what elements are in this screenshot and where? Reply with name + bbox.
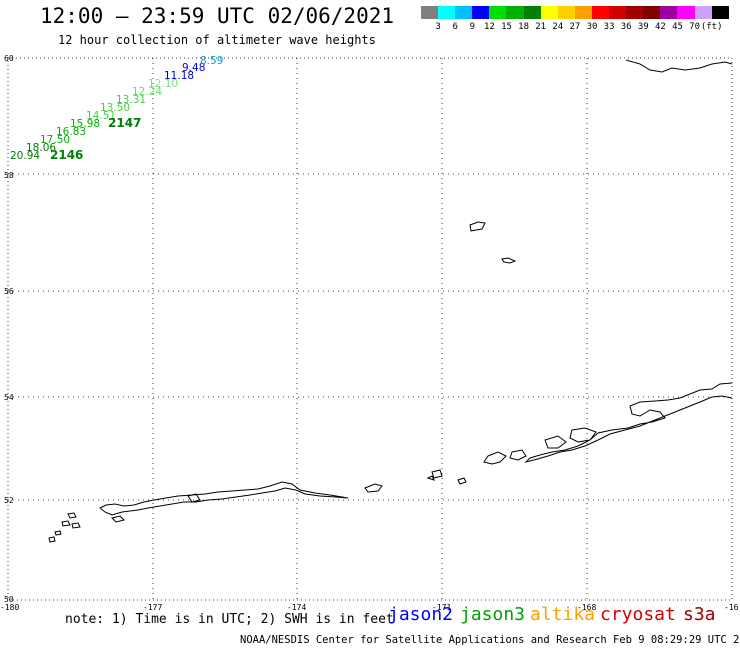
- wave-height-observations: 20.9418.0617.5016.8315.9814.5113.5013.31…: [10, 55, 223, 162]
- lat-label-58: 58: [4, 171, 14, 180]
- track-labels: 2146 2147: [50, 116, 141, 162]
- legend-swatch: [711, 6, 729, 19]
- lat-label-56: 56: [4, 287, 14, 296]
- map-subtitle: 12 hour collection of altimeter wave hei…: [58, 33, 376, 47]
- legend-swatch: [438, 6, 456, 19]
- grid-lines: [8, 58, 732, 600]
- lon-label-177: -177: [143, 603, 162, 612]
- legend-label: 30: [586, 22, 598, 32]
- legend-swatch: [489, 6, 507, 19]
- map-title: 12:00 – 23:59 UTC 02/06/2021: [40, 4, 395, 28]
- lon-label-171: -171: [432, 603, 451, 612]
- footer-credit: NOAA/NESDIS Center for Satellite Applica…: [240, 634, 740, 646]
- observation-label: 16.83: [56, 126, 86, 138]
- legend-label: 36: [620, 22, 632, 32]
- legend-swatch: [591, 6, 610, 19]
- observation-label: 12.10: [148, 78, 178, 90]
- lon-label-180: -180: [0, 603, 19, 612]
- lon-label-168: -168: [577, 603, 596, 612]
- satellite-label-s3a: s3a: [683, 604, 716, 625]
- lon-label-174: -174: [287, 603, 306, 612]
- color-legend-bar: [421, 6, 729, 19]
- legend-swatch: [643, 6, 661, 19]
- legend-swatch: [677, 6, 695, 19]
- observation-label: 20.94: [10, 150, 40, 162]
- observation-label: 11.18: [164, 70, 194, 82]
- legend-label: 6: [452, 22, 458, 32]
- legend-swatch: [506, 6, 524, 19]
- legend-swatch: [472, 6, 490, 19]
- satellite-label-jason3: jason3: [460, 604, 526, 625]
- observation-label: 15.98: [70, 118, 100, 130]
- legend-swatch: [523, 6, 541, 19]
- legend-label: 15: [501, 22, 512, 32]
- legend-label: 45: [672, 22, 683, 32]
- observation-label: 9.48: [182, 62, 205, 74]
- observation-label: 17.50: [40, 134, 70, 146]
- legend-label: 70: [689, 22, 701, 32]
- observation-label: 13.50: [100, 102, 130, 114]
- coastline: [48, 59, 733, 543]
- legend-label: 24: [552, 22, 564, 32]
- lat-label-60: 60: [4, 54, 14, 63]
- color-legend-labels: 3 6 9 12 15 18 21 24 27 30 33 36 39 42 45 70 (ft): [421, 22, 740, 34]
- observation-label: 14.51: [86, 110, 116, 122]
- observation-label: 12.24: [132, 86, 162, 98]
- legend-swatch: [557, 6, 575, 19]
- track-label-2146: 2146: [50, 148, 83, 162]
- legend-swatch: [694, 6, 712, 19]
- legend-swatch: [574, 6, 592, 19]
- legend-label: 39: [637, 22, 649, 32]
- axis-labels: 60 58 56 54 52 50 -180 -177 -174 -171 -1…: [0, 54, 739, 612]
- legend-label: 27: [569, 22, 581, 32]
- satellite-label-cryosat: cryosat: [600, 604, 676, 625]
- legend-label: 18: [518, 22, 530, 32]
- legend-swatch: [540, 6, 558, 19]
- lat-label-54: 54: [4, 393, 14, 402]
- legend-label: 42: [654, 22, 666, 32]
- legend-label: 12: [483, 22, 495, 32]
- satellite-label-jason2: jason2: [388, 604, 454, 625]
- legend-swatch: [626, 6, 644, 19]
- map-frame: [7, 57, 733, 601]
- satellite-label-altika: altika: [530, 604, 596, 625]
- footer-note: note: 1) Time is in UTC; 2) SWH is in fe…: [65, 612, 394, 627]
- legend-swatch: [421, 6, 439, 19]
- legend-swatch: [455, 6, 473, 19]
- observation-label: 13.31: [116, 94, 146, 106]
- legend-label: (ft): [700, 22, 723, 32]
- legend-label: 3: [435, 22, 441, 32]
- observation-label: 8.59: [200, 55, 223, 67]
- observation-label: 18.06: [26, 142, 56, 154]
- track-label-2147: 2147: [108, 116, 141, 130]
- legend-label: 33: [603, 22, 615, 32]
- legend-label: 21: [535, 22, 547, 32]
- legend-label: 9: [469, 22, 476, 32]
- legend-swatch: [660, 6, 678, 19]
- legend-swatch: [609, 6, 627, 19]
- lat-label-52: 52: [4, 496, 14, 505]
- lat-label-50: 50: [4, 595, 14, 604]
- lon-label-165: -16: [724, 603, 739, 612]
